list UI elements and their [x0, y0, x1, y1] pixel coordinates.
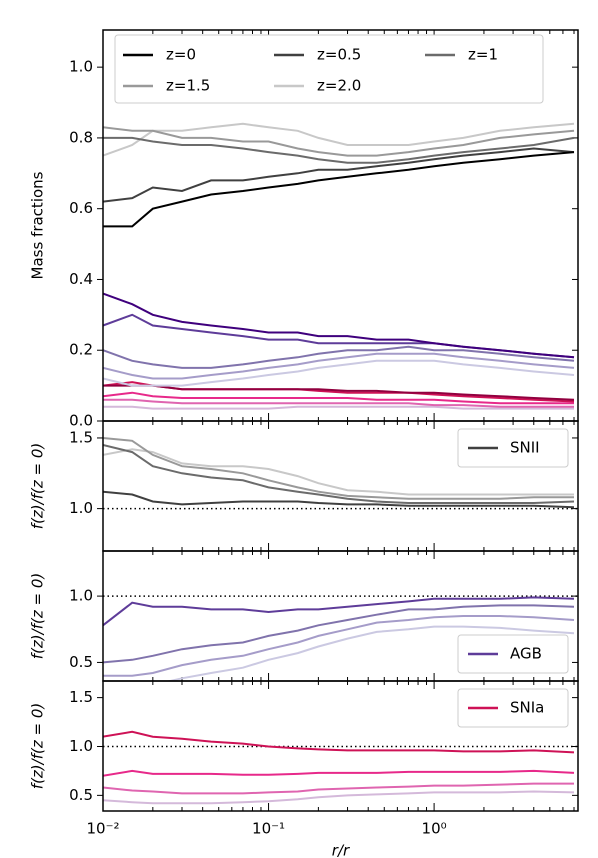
series-line: [103, 448, 574, 496]
series-line: [103, 147, 575, 203]
legend-label: z=1.5: [166, 77, 210, 95]
series-line: [103, 391, 574, 405]
y-axis-label: f(z)/f(z = 0): [29, 703, 47, 789]
legend-box: [457, 428, 569, 468]
series-line: [103, 345, 575, 369]
y-tick-label: 0.8: [69, 128, 93, 146]
y-tick-label: 0.5: [69, 786, 93, 804]
legend-box: [457, 688, 569, 728]
series-line: [103, 437, 574, 500]
legend-label: AGB: [510, 645, 542, 663]
x-axis-label: r/r: [332, 842, 350, 858]
y-tick-label: 0.2: [69, 341, 93, 359]
legend-label: z=0.5: [317, 46, 361, 64]
series-line: [103, 126, 575, 157]
x-tick-label: 10⁰: [422, 820, 447, 838]
y-tick-label: 1.0: [69, 499, 93, 517]
x-tick-label: 10⁻¹: [252, 820, 285, 838]
series-line: [103, 398, 574, 408]
series-line: [103, 769, 575, 777]
y-axis-label: f(z)/f(z = 0): [29, 443, 47, 529]
y-tick-label: 1.0: [69, 587, 93, 605]
plot-frame: [102, 680, 579, 812]
series-line: [103, 352, 575, 380]
series-line: [103, 790, 575, 805]
series-line: [103, 405, 574, 410]
series-line: [103, 782, 574, 795]
y-tick-label: 0.5: [69, 653, 93, 671]
legend-label: z=1: [468, 46, 498, 64]
y-tick-label: 0.4: [69, 270, 93, 288]
series-line: [103, 730, 575, 754]
y-tick-label: 0.6: [69, 199, 93, 217]
series-line: [103, 359, 575, 387]
x-tick-label: 10⁻²: [86, 820, 119, 838]
y-axis-label: f(z)/f(z = 0): [29, 573, 47, 659]
series-line: [103, 151, 575, 228]
series-line: [103, 444, 575, 504]
legend-label: SNIa: [510, 699, 544, 717]
series-line: [103, 615, 575, 677]
y-tick-label: 1.5: [69, 688, 93, 706]
series-line: [103, 490, 575, 509]
series-line: [103, 604, 575, 664]
legend-box: [114, 34, 544, 104]
legend-box: [457, 634, 569, 674]
series-line: [103, 122, 575, 157]
legend-label: z=2.0: [317, 77, 361, 95]
y-tick-label: 1.5: [69, 428, 93, 446]
y-axis-label: Mass fractions: [29, 171, 47, 279]
series-line: [103, 292, 575, 359]
series-line: [103, 136, 575, 164]
y-tick-label: 1.0: [69, 737, 93, 755]
legend-label: SNII: [510, 439, 540, 457]
series-line: [103, 384, 575, 401]
series-line: [103, 596, 575, 627]
y-tick-label: 0.0: [69, 412, 93, 430]
y-tick-label: 1.0: [69, 58, 93, 76]
legend-label: z=0: [166, 46, 196, 64]
